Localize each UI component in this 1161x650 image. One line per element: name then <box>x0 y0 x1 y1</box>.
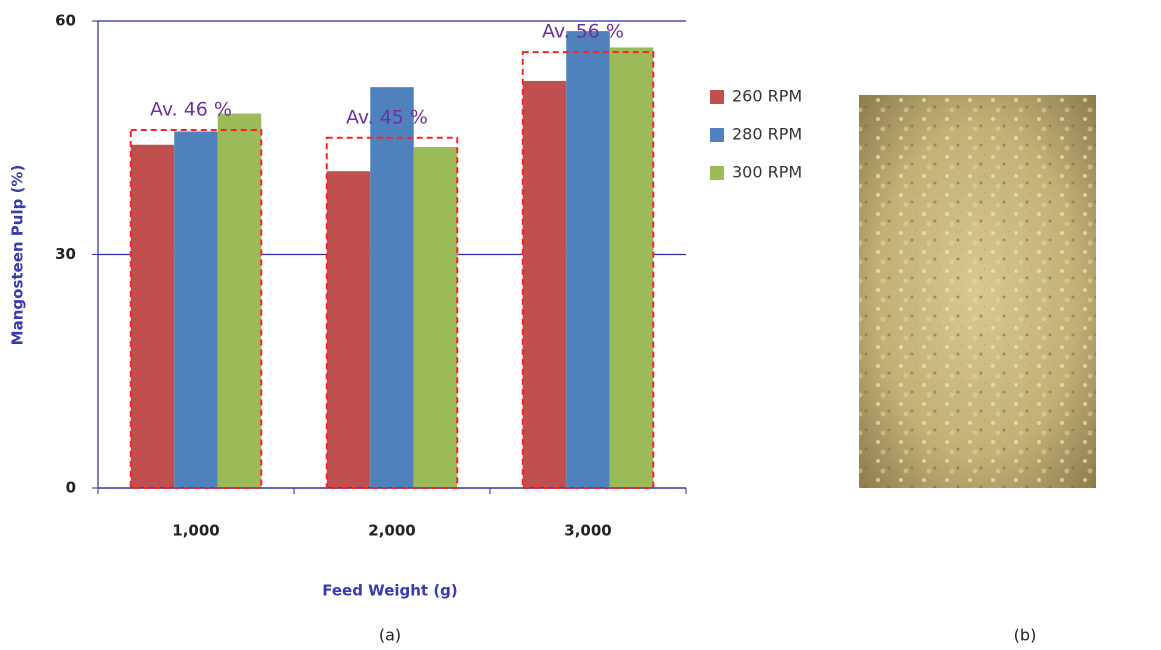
photo <box>859 95 1096 488</box>
bar <box>566 31 610 488</box>
bar <box>131 145 175 488</box>
legend-label: 280 RPM <box>732 125 802 144</box>
annotation: Av. 56 % <box>542 21 624 43</box>
annotation: Av. 45 % <box>346 106 428 128</box>
legend-label: 300 RPM <box>732 163 802 182</box>
x-tick-label: 3,000 <box>564 522 611 540</box>
annotation: Av. 46 % <box>150 98 232 120</box>
x-tick-label: 1,000 <box>172 522 219 540</box>
x-axis-title: Feed Weight (g) <box>322 582 458 600</box>
caption: (a) <box>379 626 401 645</box>
y-tick-label: 0 <box>66 479 76 497</box>
bar <box>174 132 218 488</box>
bar <box>610 47 654 488</box>
bar <box>523 81 567 488</box>
legend-swatch <box>710 128 724 142</box>
figure: Mangosteen Pulp (%) Feed Weight (g) (a) … <box>0 0 1161 650</box>
bar <box>370 87 414 488</box>
legend-swatch <box>710 90 724 104</box>
legend-label: 260 RPM <box>732 87 802 106</box>
bar <box>218 114 262 488</box>
legend-swatch <box>710 166 724 180</box>
bar <box>327 171 371 488</box>
y-tick-label: 30 <box>55 245 76 263</box>
bar <box>414 147 458 488</box>
caption: (b) <box>1014 626 1037 645</box>
y-axis-title: Mangosteen Pulp (%) <box>9 165 27 346</box>
y-tick-label: 60 <box>55 12 76 30</box>
x-tick-label: 2,000 <box>368 522 415 540</box>
